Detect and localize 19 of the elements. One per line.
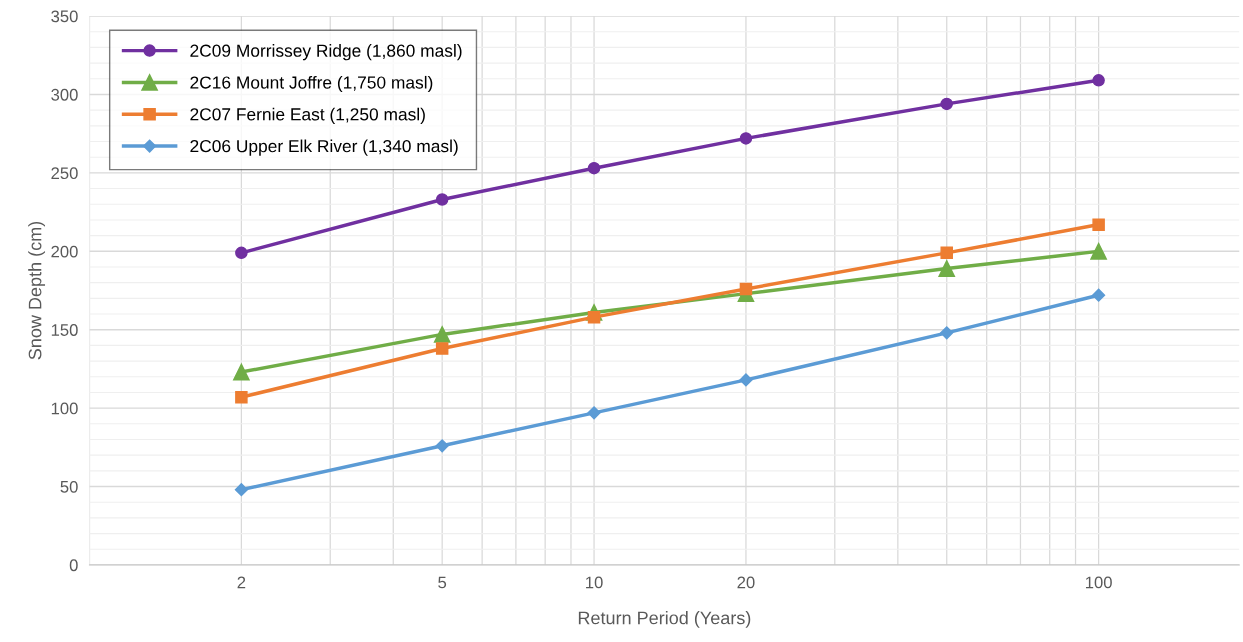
x-tick-label: 100 — [1085, 576, 1112, 589]
y-tick-label: 300 — [51, 88, 78, 101]
y-tick-label: 250 — [51, 167, 78, 180]
legend-label: 2C16 Mount Joffre (1,750 masl) — [190, 75, 433, 93]
x-tick-label: 20 — [737, 576, 755, 589]
x-axis-title: Return Period (Years) — [578, 611, 751, 628]
y-tick-label: 100 — [51, 402, 78, 415]
y-axis-title: Snow Depth (cm) — [28, 221, 46, 360]
y-tick-label: 200 — [51, 245, 78, 258]
x-tick-label: 2 — [237, 576, 246, 589]
y-tick-label: 350 — [51, 10, 78, 23]
x-tick-label: 10 — [586, 576, 603, 589]
legend-label: 2C07 Fernie East (1,250 masl) — [190, 107, 425, 124]
legend-label: 2C06 Upper Elk River (1,340 masl) — [190, 139, 458, 156]
y-tick-label: 150 — [51, 324, 78, 336]
legend-label: 2C09 Morrissey Ridge (1,860 masl) — [190, 44, 462, 61]
x-tick-label: 5 — [438, 576, 447, 589]
y-tick-label: 50 — [60, 480, 78, 493]
y-tick-label: 0 — [69, 559, 78, 572]
